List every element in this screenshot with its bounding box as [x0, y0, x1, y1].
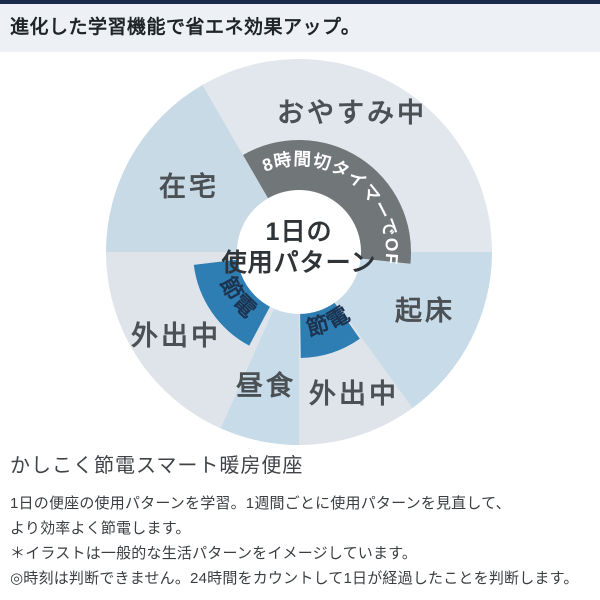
chart-center-title: 1日の	[266, 218, 333, 246]
details-line: より効率よく節電します。	[10, 520, 191, 537]
power-save-band	[193, 259, 270, 346]
pie-segment	[106, 84, 299, 253]
daily-usage-pattern-chart: 8時間切タイマーでOFF節電節電おやすみ中起床外出中昼食外出中在宅1日の使用パタ…	[106, 59, 492, 445]
segment-label: 外出中	[131, 321, 221, 351]
segment-label: 昼食	[236, 370, 296, 401]
timer-band	[243, 139, 412, 264]
page-title: 進化した学習機能で省エネ効果アップ。	[10, 17, 361, 38]
chart-center-title: 使用パターン	[221, 248, 377, 277]
pie-segment	[299, 252, 492, 409]
details-note-illustration: ＊イラストは一般的な生活パターンをイメージしています。	[10, 545, 418, 562]
segment-label: 在宅	[159, 171, 219, 202]
segment-label: 外出中	[309, 379, 399, 409]
details-note-time: ◎時刻は判断できません。24時間をカウントして1日が経過したことを判断します。	[10, 570, 579, 587]
header-banner: 進化した学習機能で省エネ効果アップ。	[0, 0, 600, 52]
chart-center-hub	[237, 190, 361, 314]
details-section: かしこく節電スマート暖房便座 1日の便座の使用パターンを学習。1週間ごとに使用パ…	[10, 449, 592, 591]
segment-label: おやすみ中	[277, 98, 427, 128]
power-save-band	[300, 302, 360, 358]
chart-area: 8時間切タイマーでOFF節電節電おやすみ中起床外出中昼食外出中在宅1日の使用パタ…	[106, 59, 492, 445]
details-heading: かしこく節電スマート暖房便座	[10, 455, 304, 477]
segment-label: 起床	[395, 295, 455, 326]
details-line: 1日の便座の使用パターンを学習。1週間ごとに使用パターンを見直して、	[10, 495, 511, 512]
